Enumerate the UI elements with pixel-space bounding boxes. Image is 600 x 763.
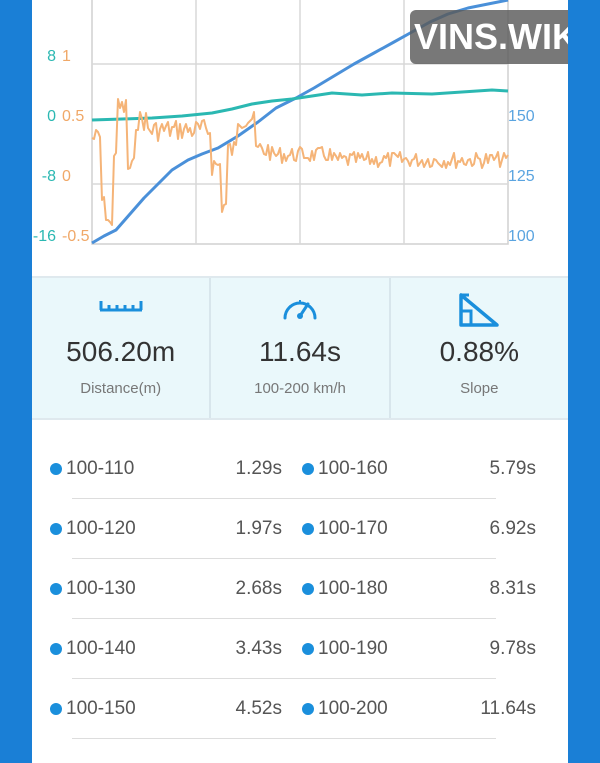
split-time: 3.43s: [235, 638, 282, 659]
split-time: 4.52s: [235, 698, 282, 719]
bullet-dot-icon: [50, 463, 62, 475]
slope-icon: [457, 292, 501, 333]
list-item: 100-140 3.43s: [32, 619, 282, 679]
tick-label: -16: [33, 228, 56, 245]
divider: [72, 558, 496, 559]
tick-label: -0.5: [62, 228, 90, 245]
bullet-dot-icon: [302, 643, 314, 655]
left-axis-outer: 8 0 -8 -16: [33, 48, 56, 245]
split-time: 8.31s: [489, 578, 536, 599]
bullet-dot-icon: [302, 703, 314, 715]
stat-distance: 506.20m Distance(m): [32, 278, 209, 418]
distance-value: 506.20m: [66, 336, 176, 367]
split-range: 100-190: [318, 638, 388, 659]
stat-time: 11.64s 100-200 km/h: [209, 278, 388, 418]
summary-stats: 506.20m Distance(m) 11.64s 100-200 km/h: [32, 276, 568, 420]
right-axis: 150 125 100: [508, 108, 535, 245]
time-label: 100-200 km/h: [254, 380, 346, 397]
stat-slope: 0.88% Slope: [388, 278, 568, 418]
bullet-dot-icon: [302, 583, 314, 595]
split-times-list: 100-110 1.29s 100-120 1.97s 100-130 2.68…: [32, 418, 568, 763]
split-range: 100-130: [66, 578, 136, 599]
chart-grid: [91, 0, 509, 245]
speedometer-icon: [280, 292, 320, 329]
list-item: 100-110 1.29s: [32, 439, 282, 499]
bullet-dot-icon: [50, 583, 62, 595]
split-time: 11.64s: [480, 698, 536, 719]
list-item: 100-180 8.31s: [284, 559, 536, 619]
split-time: 6.92s: [489, 518, 536, 539]
split-time: 5.79s: [489, 458, 536, 479]
split-range: 100-110: [66, 458, 135, 479]
app-frame: 8 0 -8 -16 1 0.5 0 -0.5 150 125 100 VINS.WIKI 50…: [32, 0, 568, 763]
divider: [72, 678, 496, 679]
tick-label: 150: [508, 108, 535, 125]
tick-label: 1: [62, 48, 71, 65]
time-value: 11.64s: [258, 336, 341, 367]
list-item: 100-160 5.79s: [284, 439, 536, 499]
list-item: 100-120 1.97s: [32, 499, 282, 559]
tick-label: 0: [62, 168, 71, 185]
split-time: 9.78s: [489, 638, 536, 659]
chart-canvas: 8 0 -8 -16 1 0.5 0 -0.5 150 125 100: [33, 0, 535, 245]
list-item: 100-190 9.78s: [284, 619, 536, 679]
list-item: 100-130 2.68s: [32, 559, 282, 619]
bullet-dot-icon: [50, 523, 62, 535]
acceleration-series-line: [91, 98, 509, 226]
divider: [72, 738, 496, 739]
bullet-dot-icon: [50, 703, 62, 715]
distance-label: Distance(m): [80, 380, 162, 397]
split-time: 1.29s: [235, 458, 282, 479]
split-range: 100-180: [318, 578, 388, 599]
split-time: 1.97s: [235, 518, 282, 539]
split-range: 100-120: [66, 518, 136, 539]
tick-label: 125: [508, 168, 535, 185]
split-range: 100-170: [318, 518, 388, 539]
bullet-dot-icon: [302, 463, 314, 475]
tick-label: 8: [47, 48, 56, 65]
tick-label: -8: [42, 168, 56, 185]
slope-series-line: [91, 88, 509, 122]
list-item: 100-200 11.64s: [284, 679, 536, 739]
tick-label: 0.5: [62, 108, 84, 125]
slope-value: 0.88%: [439, 336, 520, 367]
tick-label: 0: [47, 108, 56, 125]
split-range: 100-140: [66, 638, 136, 659]
split-range: 100-160: [318, 458, 388, 479]
watermark-logo: VINS.WIKI: [410, 10, 568, 64]
performance-chart: 8 0 -8 -16 1 0.5 0 -0.5 150 125 100 VINS.WIKI: [32, 0, 568, 276]
divider: [72, 498, 496, 499]
split-range: 100-200: [318, 698, 388, 719]
ruler-icon: [98, 292, 144, 319]
split-range: 100-150: [66, 698, 136, 719]
list-item: 100-150 4.52s: [32, 679, 282, 739]
divider: [72, 618, 496, 619]
left-axis-inner: 1 0.5 0 -0.5: [62, 48, 90, 245]
bullet-dot-icon: [302, 523, 314, 535]
bullet-dot-icon: [50, 643, 62, 655]
list-item: 100-170 6.92s: [284, 499, 536, 559]
split-time: 2.68s: [235, 578, 282, 599]
tick-label: 100: [508, 228, 535, 245]
slope-label: Slope: [460, 380, 499, 397]
